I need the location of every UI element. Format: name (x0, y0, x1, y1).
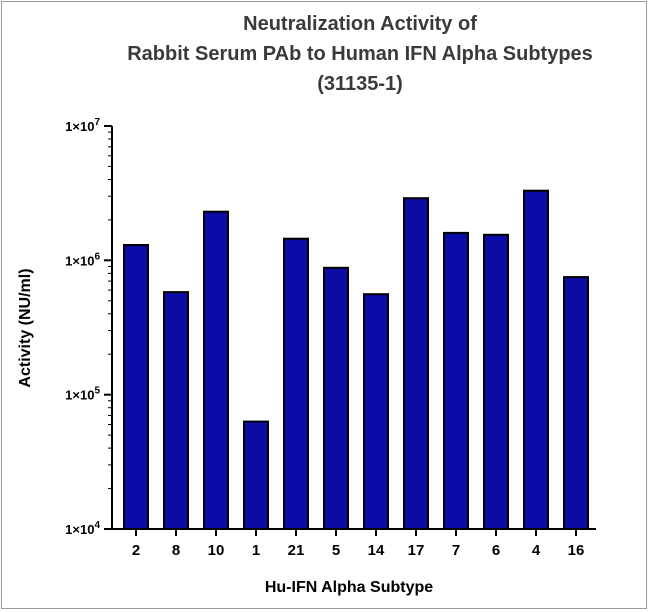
bar-5 (323, 266, 349, 530)
y-tick-label: 1×107 (65, 117, 100, 134)
bar-8 (163, 291, 189, 530)
x-tick-label: 14 (368, 542, 385, 559)
y-tick-label: 1×104 (65, 520, 100, 537)
chart-title-line: Rabbit Serum PAb to Human IFN Alpha Subt… (127, 43, 593, 65)
y-tick-label: 1×106 (65, 251, 100, 268)
x-axis: 2 8 10 1 21 5 14 17 7 6 4 16 (112, 528, 596, 559)
bar-16 (563, 276, 589, 530)
x-tick-label: 16 (568, 542, 585, 559)
chart-title: Neutralization Activity of Rabbit Serum P… (127, 13, 593, 95)
bar-6 (483, 233, 509, 531)
chart-title-line: Neutralization Activity of (243, 13, 477, 35)
bars (123, 189, 589, 531)
x-tick-label: 1 (252, 542, 260, 559)
x-tick-label: 4 (532, 542, 541, 559)
x-tick-label: 10 (208, 542, 225, 559)
bar-21 (283, 237, 309, 530)
bar-2 (123, 244, 149, 530)
y-axis: 1×104 1×105 1×106 1×107 (65, 117, 113, 537)
x-tick-label: 5 (332, 542, 340, 559)
x-tick-label: 8 (172, 542, 180, 559)
x-tick-label: 21 (288, 542, 305, 559)
bar-1 (243, 420, 269, 531)
x-tick-label: 2 (132, 542, 140, 559)
y-axis-label: Activity (NU/ml) (17, 268, 34, 387)
bar-17 (403, 197, 429, 530)
bar-7 (443, 231, 469, 530)
chart-title-line: (31135-1) (317, 73, 403, 95)
bar-14 (363, 293, 389, 531)
x-tick-label: 6 (492, 542, 500, 559)
x-tick-label: 17 (408, 542, 425, 559)
bar-4 (523, 189, 549, 530)
x-tick-label: 7 (452, 542, 460, 559)
bar-10 (203, 210, 229, 530)
x-axis-label: Hu-IFN Alpha Subtype (265, 579, 433, 596)
y-tick-label: 1×105 (65, 386, 100, 403)
